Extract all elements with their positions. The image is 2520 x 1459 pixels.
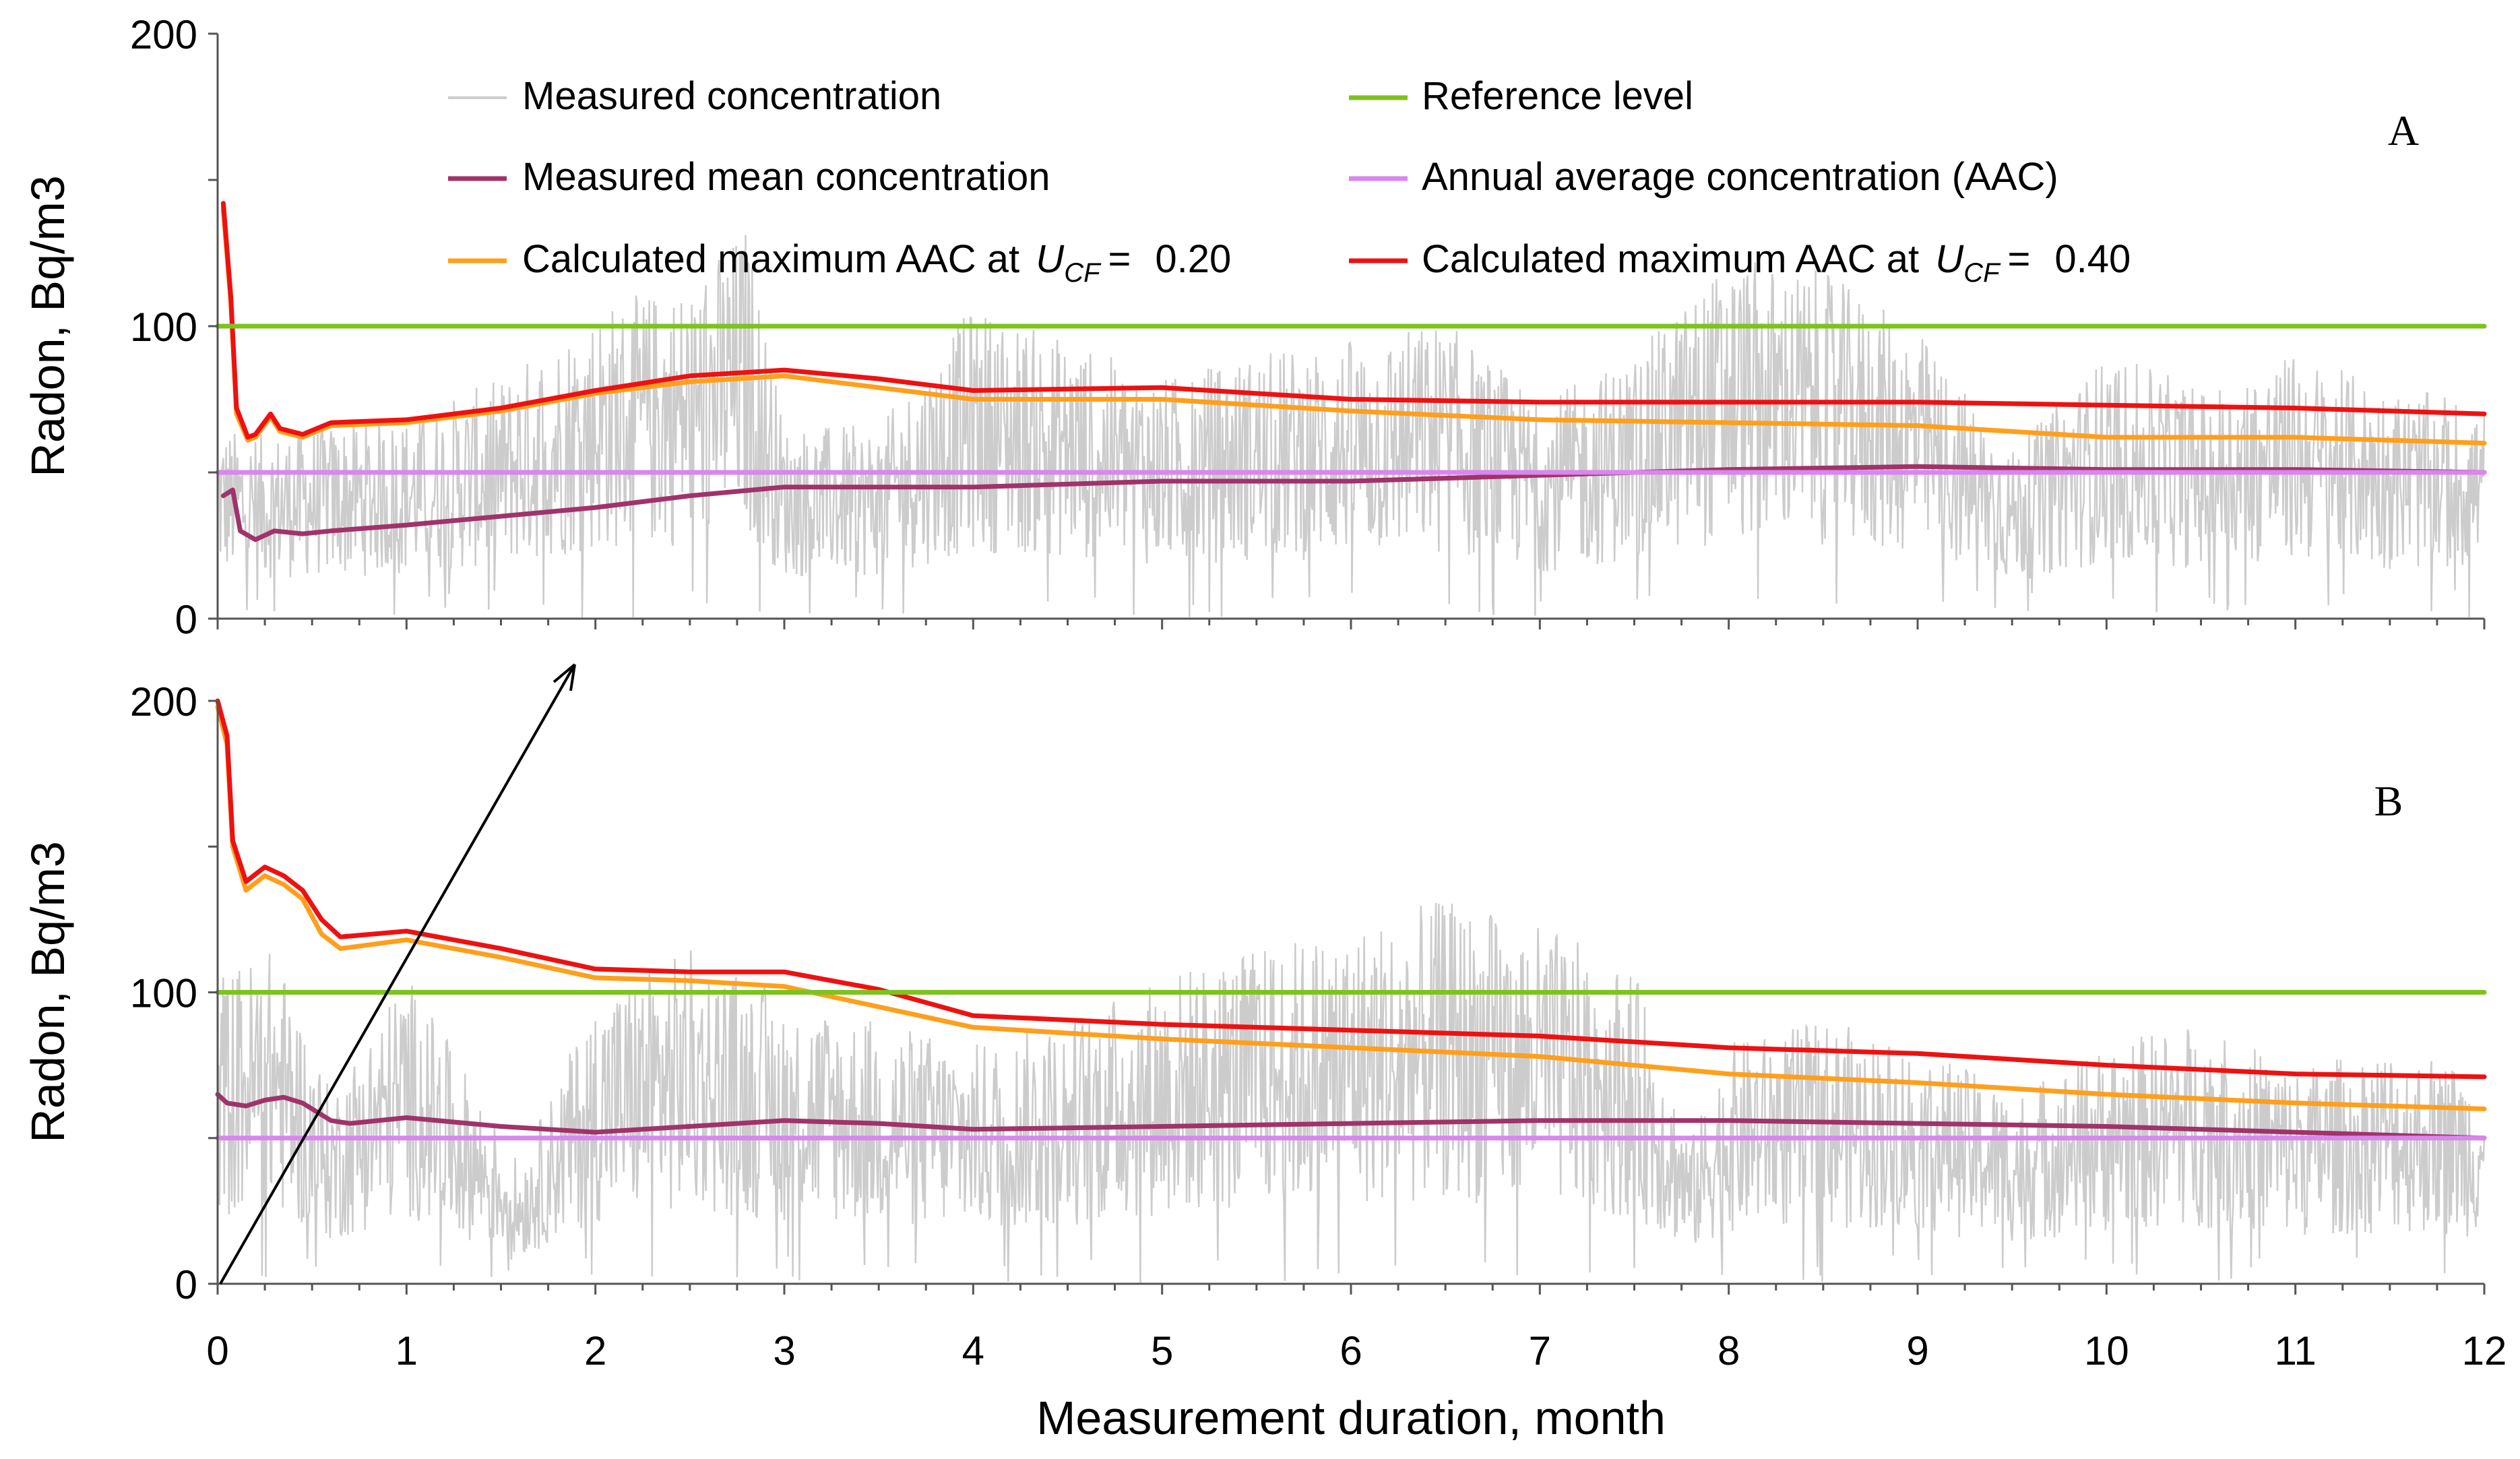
panel-b-series-calculated-maximum-aac-at-u-cf-0-40	[215, 698, 2487, 1080]
legend-label-measured: Measured concentration	[522, 74, 941, 118]
panel-b-x-ticks: 0 1 2 3 4 5 6 7 8 9 10 11 12	[206, 1284, 2507, 1373]
legend-item-mean: Measured mean concentration	[448, 155, 1050, 199]
panel-a: 0 100 200 A Radon, Bq/m3	[22, 12, 2487, 642]
panel-b-series-lines	[215, 698, 2487, 1141]
panel-a-measured-concentration-series	[216, 235, 2486, 619]
x-tick-label-8: 8	[1718, 1328, 1740, 1373]
annotation-arrow	[219, 663, 576, 1284]
legend: Measured concentration Measured mean con…	[448, 74, 2131, 288]
panel-a-y-tick-label-200: 200	[130, 12, 197, 57]
panel-a-x-ticks	[216, 619, 2486, 629]
panel-b-label: B	[2374, 777, 2403, 825]
legend-item-reference: Reference level	[1349, 74, 1693, 118]
panel-b-series-calculated-maximum-aac-at-u-cf-0-20	[215, 704, 2487, 1111]
panel-b-y-tick-label-100: 100	[130, 971, 197, 1016]
x-tick-label-0: 0	[206, 1328, 228, 1373]
x-axis-title: Measurement duration, month	[1036, 1392, 1666, 1444]
panel-b-measured-concentration-series	[216, 902, 2486, 1284]
panel-a-ylabel: Radon, Bq/m3	[22, 175, 74, 476]
legend-item-measured: Measured concentration	[448, 74, 941, 118]
legend-label-ucf-020: Calculated maximum AAC at UCF = 0.20	[522, 237, 1231, 288]
panel-b-y-ticks: 0 100 200	[130, 679, 218, 1307]
arrow-shaft	[219, 664, 576, 1284]
panel-a-series-measured-mean-concentration	[220, 464, 2487, 542]
x-tick-label-7: 7	[1529, 1328, 1551, 1373]
x-tick-label-10: 10	[2084, 1328, 2129, 1373]
x-tick-label-11: 11	[2275, 1328, 2317, 1373]
legend-label-mean: Measured mean concentration	[522, 155, 1050, 199]
arrow-head	[553, 663, 576, 691]
panel-a-y-tick-label-0: 0	[175, 597, 197, 642]
x-tick-label-5: 5	[1151, 1328, 1173, 1373]
panel-a-label: A	[2388, 106, 2419, 154]
panel-a-y-tick-label-100: 100	[130, 305, 197, 350]
panel-b-ylabel: Radon, Bq/m3	[22, 841, 74, 1142]
panel-b-y-tick-label-0: 0	[175, 1262, 197, 1307]
panel-b-y-tick-label-200: 200	[130, 679, 197, 724]
x-tick-label-2: 2	[584, 1328, 606, 1373]
legend-label-reference: Reference level	[1422, 74, 1693, 118]
panel-a-series-calculated-maximum-aac-at-u-cf-0-20	[220, 206, 2487, 446]
legend-label-ucf-040: Calculated maximum AAC at UCF = 0.40	[1422, 237, 2131, 288]
legend-item-aac: Annual average concentration (AAC)	[1349, 155, 2058, 199]
x-tick-label-12: 12	[2462, 1328, 2507, 1373]
legend-item-ucf-040: Calculated maximum AAC at UCF = 0.40	[1349, 237, 2131, 288]
x-tick-label-6: 6	[1340, 1328, 1362, 1373]
legend-item-ucf-020: Calculated maximum AAC at UCF = 0.20	[448, 237, 1231, 288]
panel-a-y-ticks: 0 100 200	[130, 12, 218, 642]
x-tick-label-4: 4	[962, 1328, 984, 1373]
panel-a-series-lines	[215, 201, 2487, 542]
panel-a-series-calculated-maximum-aac-at-u-cf-0-40	[220, 201, 2487, 440]
legend-label-aac: Annual average concentration (AAC)	[1422, 155, 2058, 199]
panel-a-series-measured-concentration	[216, 235, 2486, 619]
panel-b-series-measured-mean-concentration	[215, 1092, 2487, 1141]
x-tick-label-1: 1	[396, 1328, 418, 1373]
x-tick-label-3: 3	[773, 1328, 795, 1373]
panel-b-series-measured-concentration	[216, 902, 2486, 1284]
x-tick-label-9: 9	[1906, 1328, 1928, 1373]
